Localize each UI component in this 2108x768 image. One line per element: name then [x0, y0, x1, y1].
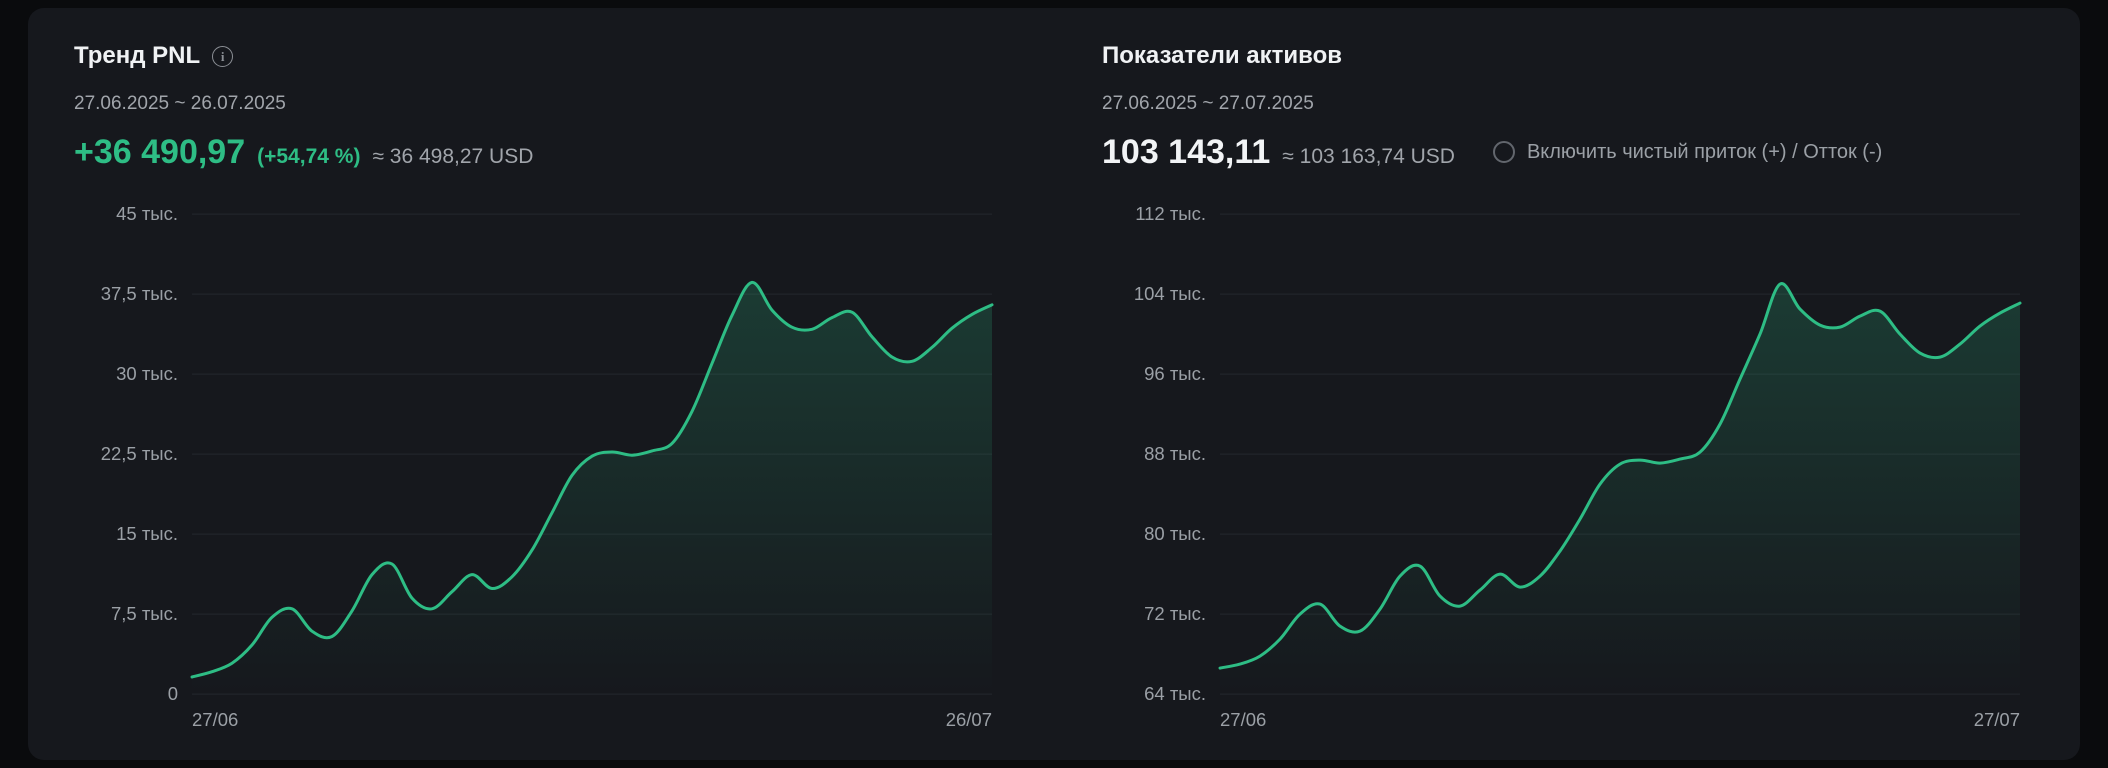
net-flow-toggle-label: Включить чистый приток (+) / Отток (-) — [1526, 140, 1883, 163]
assets-value: 103 143,11 — [1102, 132, 1271, 171]
svg-text:0: 0 — [168, 683, 178, 704]
svg-text:15 тыс.: 15 тыс. — [116, 523, 178, 544]
svg-text:22,5 тыс.: 22,5 тыс. — [101, 443, 178, 464]
svg-text:7,5 тыс.: 7,5 тыс. — [111, 603, 178, 624]
pnl-value-row: +36 490,97 (+54,74 %) ≈ 36 498,27 USD — [74, 133, 1006, 172]
svg-text:72 тыс.: 72 тыс. — [1144, 603, 1206, 624]
svg-text:27/06: 27/06 — [1220, 709, 1266, 730]
assets-title: Показатели активов — [1102, 42, 1343, 69]
assets-date-range: 27.06.2025 ~ 27.07.2025 — [1102, 92, 1314, 114]
svg-text:37,5 тыс.: 37,5 тыс. — [101, 283, 178, 304]
svg-text:104 тыс.: 104 тыс. — [1134, 283, 1206, 304]
pnl-date-range: 27.06.2025 ~ 26.07.2025 — [74, 92, 286, 114]
pnl-title-row: Тренд PNL i — [74, 42, 1006, 71]
svg-text:80 тыс.: 80 тыс. — [1144, 523, 1206, 544]
pnl-percent: (+54,74 %) — [257, 144, 361, 168]
pnl-trend-panel: Тренд PNL i 27.06.2025 ~ 26.07.2025 +36 … — [74, 42, 1006, 736]
pnl-approx-usd: ≈ 36 498,27 USD — [372, 144, 534, 168]
pnl-value: +36 490,97 — [74, 132, 246, 171]
net-flow-radio-circle[interactable] — [1492, 141, 1515, 164]
assets-value-row: 103 143,11 ≈ 103 163,74 USD Включить чис… — [1102, 133, 2034, 172]
net-flow-toggle[interactable]: Включить чистый приток (+) / Отток (-) — [1492, 140, 1883, 164]
info-icon[interactable]: i — [212, 45, 234, 67]
svg-text:96 тыс.: 96 тыс. — [1144, 363, 1206, 384]
svg-text:26/07: 26/07 — [946, 709, 992, 730]
assets-chart: 112 тыс. 104 тыс. 96 тыс. 88 тыс. 80 тыс. 72 … — [1102, 198, 2034, 736]
svg-text:112 тыс.: 112 тыс. — [1135, 203, 1206, 224]
dashboard-card: Тренд PNL i 27.06.2025 ~ 26.07.2025 +36 … — [28, 8, 2080, 760]
svg-text:88 тыс.: 88 тыс. — [1144, 443, 1206, 464]
svg-text:45 тыс.: 45 тыс. — [116, 203, 178, 224]
svg-text:27/06: 27/06 — [192, 709, 238, 730]
assets-title-row: Показатели активов — [1102, 42, 2034, 71]
pnl-chart-svg[interactable]: 45 тыс. 37,5 тыс. 30 тыс. 22,5 тыс. 15 тыс. 7… — [74, 198, 1006, 736]
svg-text:27/07: 27/07 — [1974, 709, 2020, 730]
assets-approx-usd: ≈ 103 163,74 USD — [1282, 144, 1455, 168]
svg-text:64 тыс.: 64 тыс. — [1144, 683, 1206, 704]
pnl-chart: 45 тыс. 37,5 тыс. 30 тыс. 22,5 тыс. 15 тыс. 7… — [74, 198, 1006, 736]
assets-panel: Показатели активов 27.06.2025 ~ 27.07.20… — [1102, 42, 2034, 736]
assets-chart-svg[interactable]: 112 тыс. 104 тыс. 96 тыс. 88 тыс. 80 тыс. 72 … — [1102, 198, 2034, 736]
pnl-title: Тренд PNL — [74, 42, 201, 69]
svg-text:30 тыс.: 30 тыс. — [116, 363, 178, 384]
